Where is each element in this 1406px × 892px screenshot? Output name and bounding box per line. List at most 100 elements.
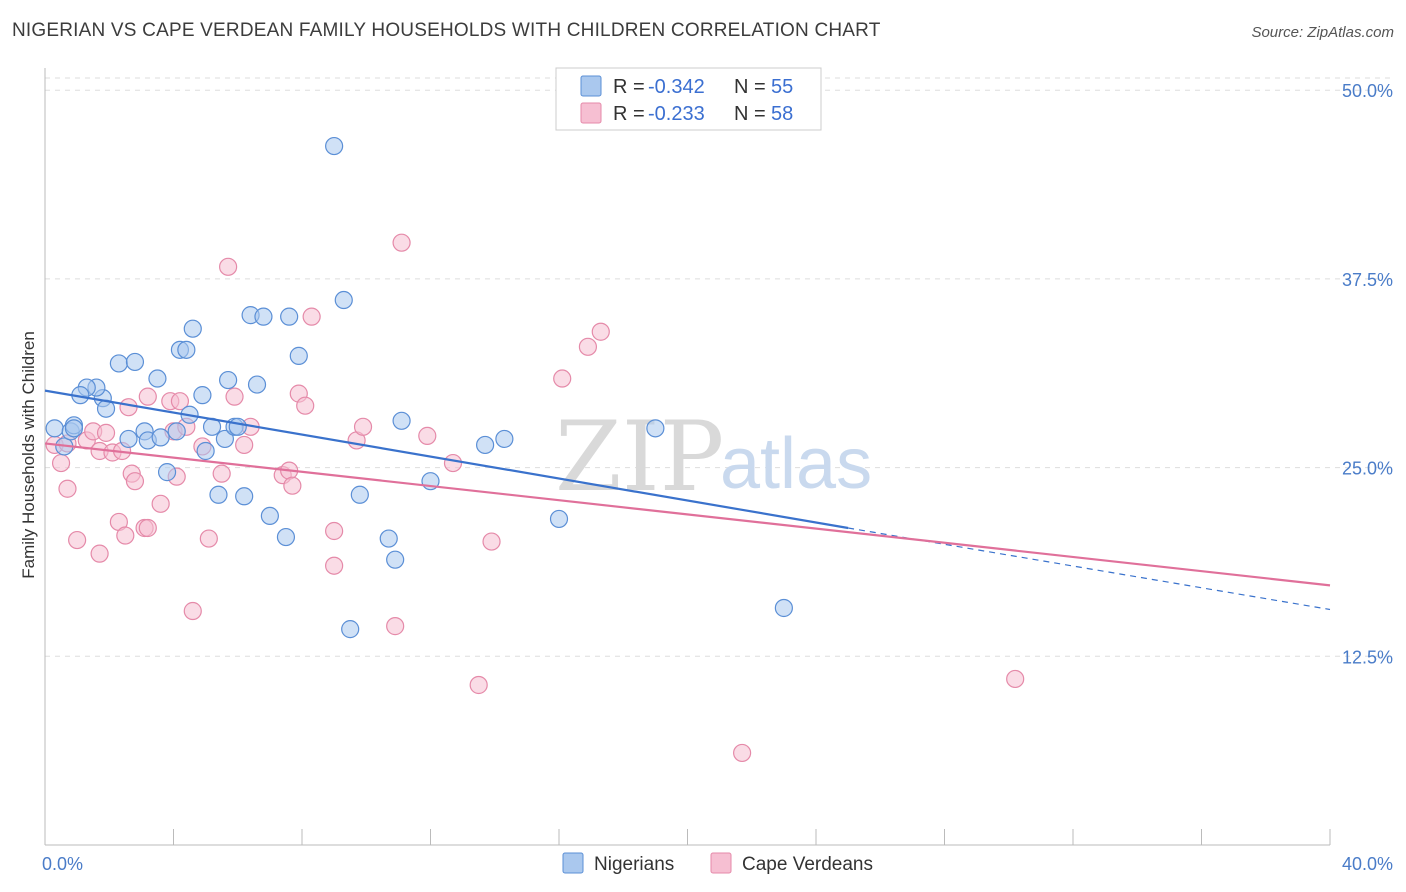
x-tick-label-max: 40.0% (1342, 854, 1393, 874)
cape-verdean-point (553, 369, 572, 388)
nigerian-point (247, 375, 267, 394)
cape-verdean-point (325, 521, 344, 541)
trend-layer (44, 389, 1331, 611)
cape-verdean-point (392, 233, 411, 252)
nigerian-point (289, 346, 308, 365)
y-axis-label: Family Households with Children (19, 331, 38, 579)
watermark: ZIP atlas (555, 401, 872, 513)
nigerian-point (260, 506, 279, 526)
cape-verdean-point (353, 417, 373, 436)
legend-n-value-1: 55 (771, 76, 793, 98)
nigerian-point (109, 354, 128, 373)
chart-title: NIGERIAN VS CAPE VERDEAN FAMILY HOUSEHOL… (12, 20, 881, 41)
points-layer (45, 136, 1025, 763)
cape-verdean-point (68, 530, 87, 550)
grid-layer: 12.5% 25.0% 37.5% 50.0% (45, 77, 1395, 667)
nigerian-point (325, 136, 344, 156)
nigerian-point (219, 370, 238, 390)
cape-verdean-point (418, 426, 437, 445)
cape-verdean-point (733, 743, 752, 763)
legend-r-label-1: R = (613, 76, 645, 98)
cape-verdean-point (138, 518, 157, 538)
x-tick-label-min: 0.0% (42, 854, 83, 874)
nigerian-point (386, 550, 405, 569)
nigerian-point (276, 527, 296, 547)
nigerian-point (193, 386, 212, 405)
cape-verdean-point (578, 337, 598, 356)
nigerian-point (392, 411, 411, 430)
y-tick-label: 50.0% (1342, 81, 1393, 101)
nigerian-point (209, 485, 228, 504)
bottom-legend-nigerians: Nigerians (594, 854, 674, 875)
cape-verdean-point (51, 453, 71, 473)
nigerian-point (45, 419, 64, 438)
cape-verdean-point (212, 464, 231, 483)
nigerian-point (228, 417, 247, 436)
bottom-swatch-cape-verdeans (710, 852, 732, 874)
stats-legend: R = -0.342 N = 55 R = -0.233 N = 58 (555, 67, 822, 131)
cape-verdean-point (138, 387, 157, 406)
cape-verdean-point (386, 617, 405, 636)
cape-verdean-point (469, 675, 488, 695)
cape-verdean-point (1006, 669, 1025, 689)
series-legend: Nigerians Cape Verdeans (562, 852, 873, 875)
y-tick-label: 25.0% (1342, 459, 1393, 479)
y-tick-label: 12.5% (1342, 647, 1393, 667)
nigerian-point (167, 422, 186, 441)
nigerian-point (254, 307, 273, 326)
y-tick-label: 37.5% (1342, 270, 1393, 290)
bottom-swatch-nigerians (562, 852, 584, 874)
nigerians-trendline (44, 389, 849, 530)
cape-verdean-point (296, 396, 315, 415)
cape-verdean-point (183, 601, 202, 621)
nigerian-point (350, 485, 369, 504)
nigerian-point (157, 463, 177, 482)
nigerian-point (177, 340, 196, 359)
nigerian-point (151, 428, 170, 447)
nigerian-point (148, 369, 167, 388)
legend-r-value-2: -0.233 (648, 103, 705, 125)
legend-swatch-nigerians (580, 75, 602, 97)
nigerian-point (64, 419, 84, 438)
nigerian-point (215, 429, 234, 449)
cape-verdean-point (116, 526, 135, 545)
nigerian-point (476, 435, 495, 455)
cape-verdean-point (235, 435, 254, 455)
cape-verdean-point (225, 387, 244, 406)
nigerian-point (549, 509, 569, 529)
cape-verdean-point (125, 472, 145, 491)
cape-verdean-point (591, 322, 610, 341)
cape-verdean-point (119, 398, 138, 417)
legend-r-label-2: R = (613, 103, 645, 125)
cape-verdean-point (199, 529, 218, 548)
cape-verdean-point (219, 257, 238, 276)
cape-verdean-point (325, 556, 344, 575)
cape-verdean-point (151, 494, 170, 513)
cape-verdean-point (443, 453, 463, 473)
watermark-zip: ZIP (555, 401, 724, 513)
nigerian-point (183, 319, 202, 338)
nigerian-point (379, 529, 398, 548)
cape-verdeans-trendline (44, 442, 1331, 587)
nigerian-point (196, 441, 215, 461)
axes-layer: 0.0% 40.0% (42, 68, 1393, 874)
nigerian-point (646, 419, 665, 438)
legend-n-value-2: 58 (771, 103, 793, 125)
nigerian-point (334, 290, 353, 310)
nigerian-point (774, 598, 793, 618)
bottom-legend-cape-verdeans: Cape Verdeans (742, 854, 873, 875)
cape-verdean-point (482, 532, 501, 551)
cape-verdean-point (170, 392, 190, 411)
legend-r-value-1: -0.342 (648, 76, 705, 98)
cape-verdean-point (302, 307, 321, 326)
nigerian-point (125, 352, 145, 372)
watermark-atlas: atlas (720, 424, 872, 504)
source-label: Source: ZipAtlas.com (1251, 24, 1394, 41)
nigerian-point (280, 307, 299, 326)
nigerian-point (235, 487, 254, 506)
cape-verdean-point (283, 476, 302, 495)
legend-n-label-2: N = (734, 103, 766, 125)
cape-verdean-point (90, 544, 109, 563)
nigerian-point (341, 620, 360, 639)
